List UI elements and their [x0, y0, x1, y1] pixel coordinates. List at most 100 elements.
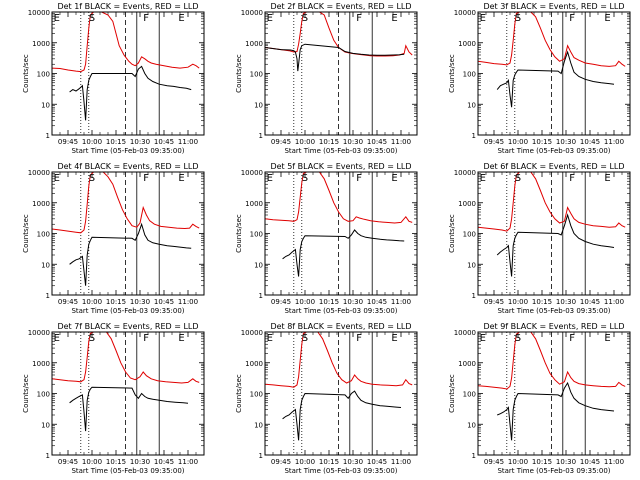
y-tick-label: 10000	[241, 169, 263, 177]
y-tick-label: 1	[259, 132, 263, 140]
plot-frame	[477, 11, 631, 136]
x-axis-label: Start Time (05-Feb-03 09:35:00)	[497, 467, 610, 475]
x-tick-label: 10:15	[106, 298, 126, 306]
x-tick-label: 10:30	[556, 138, 576, 146]
y-tick-label: 100	[463, 71, 476, 79]
x-tick-label: 11:00	[178, 458, 198, 466]
y-tick-label: 100	[463, 391, 476, 399]
y-tick-label: 10	[467, 261, 476, 269]
x-axis-label: Start Time (05-Feb-03 09:35:00)	[71, 307, 184, 315]
y-axis-label: Counts/sec	[22, 214, 30, 253]
y-tick-label: 10	[467, 101, 476, 109]
interval-letter: E	[480, 13, 486, 24]
y-tick-label: 10000	[454, 169, 476, 177]
series-group	[52, 172, 200, 286]
x-tick-label: 10:45	[154, 138, 174, 146]
x-axis-label: Start Time (05-Feb-03 09:35:00)	[71, 147, 184, 155]
x-tick-label: 10:45	[367, 138, 387, 146]
interval-letter: E	[178, 13, 184, 24]
series-group	[52, 12, 200, 121]
x-tick-label: 09:45	[58, 458, 78, 466]
events-series-line	[496, 50, 615, 108]
lld-series-line	[265, 332, 413, 388]
y-tick-label: 100	[250, 71, 263, 79]
interval-letter: F	[569, 13, 575, 24]
y-tick-label: 10000	[454, 9, 476, 17]
y-tick-label: 10000	[241, 329, 263, 337]
x-tick-label: 09:45	[58, 298, 78, 306]
y-tick-label: 10	[41, 421, 50, 429]
y-tick-label: 100	[37, 71, 50, 79]
x-tick-label: 10:30	[343, 138, 363, 146]
interval-letter: E	[267, 333, 273, 344]
x-tick-label: 10:45	[580, 138, 600, 146]
interval-letter: S	[515, 13, 521, 24]
interval-letter: F	[143, 13, 149, 24]
x-tick-label: 10:45	[154, 458, 174, 466]
interval-letter: E	[267, 13, 273, 24]
chart-panel: Det 2f BLACK = Events, RED = LLD 1 10 100 10…	[235, 2, 418, 155]
y-axis-label: Counts/sec	[235, 374, 243, 413]
x-tick-label: 10:00	[82, 458, 102, 466]
series-group	[478, 332, 626, 441]
interval-letter: S	[515, 333, 521, 344]
x-tick-label: 10:30	[130, 298, 150, 306]
events-series-line	[265, 43, 405, 72]
chart-panel: Det 7f BLACK = Events, RED = LLD 1 10 100 10…	[22, 322, 205, 475]
interval-letter: F	[569, 173, 575, 184]
x-tick-label: 10:45	[154, 298, 174, 306]
interval-letter: E	[604, 333, 610, 344]
x-tick-label: 10:15	[532, 458, 552, 466]
x-tick-label: 10:15	[532, 298, 552, 306]
y-tick-label: 1	[472, 292, 476, 300]
y-tick-label: 1	[472, 132, 476, 140]
x-tick-label: 10:00	[508, 138, 528, 146]
y-tick-label: 10000	[241, 9, 263, 17]
interval-letter: E	[54, 333, 60, 344]
y-tick-label: 1	[46, 292, 50, 300]
interval-letter: E	[178, 333, 184, 344]
y-tick-label: 100	[250, 391, 263, 399]
y-axis-label: Counts/sec	[22, 374, 30, 413]
chart-panel: Det 5f BLACK = Events, RED = LLD 1 10 100 10…	[235, 162, 418, 315]
x-tick-label: 09:45	[271, 138, 291, 146]
x-tick-label: 10:15	[319, 298, 339, 306]
y-axis-label: Counts/sec	[448, 54, 456, 93]
x-tick-label: 11:00	[178, 138, 198, 146]
x-tick-label: 10:00	[508, 458, 528, 466]
interval-letter: E	[604, 13, 610, 24]
plot-frame	[477, 331, 631, 456]
y-axis-label: Counts/sec	[448, 374, 456, 413]
y-tick-label: 1	[472, 452, 476, 460]
series-group	[265, 172, 413, 277]
interval-letter: E	[391, 13, 397, 24]
x-tick-label: 10:00	[508, 298, 528, 306]
x-tick-label: 09:45	[58, 138, 78, 146]
y-tick-label: 1000	[245, 200, 263, 208]
y-tick-label: 1	[46, 132, 50, 140]
y-axis-label: Counts/sec	[235, 214, 243, 253]
y-axis-label: Counts/sec	[235, 54, 243, 93]
x-tick-label: 10:00	[295, 138, 315, 146]
panel-title: Det 3f BLACK = Events, RED = LLD	[483, 2, 624, 11]
y-tick-label: 1000	[458, 360, 476, 368]
panel-title: Det 8f BLACK = Events, RED = LLD	[270, 322, 411, 331]
chart-panel: Det 3f BLACK = Events, RED = LLD 1 10 100 10…	[448, 2, 631, 155]
x-tick-label: 10:00	[295, 298, 315, 306]
interval-letter: F	[569, 333, 575, 344]
x-tick-label: 10:00	[82, 138, 102, 146]
y-tick-label: 1000	[458, 40, 476, 48]
lld-series-line	[52, 332, 200, 384]
y-axis-label: Counts/sec	[448, 214, 456, 253]
x-tick-label: 10:45	[367, 458, 387, 466]
x-tick-label: 10:45	[580, 458, 600, 466]
lld-series-line	[265, 172, 413, 224]
x-tick-label: 10:30	[343, 458, 363, 466]
events-series-line	[282, 390, 402, 441]
interval-letter: S	[302, 173, 308, 184]
interval-letter: S	[302, 333, 308, 344]
interval-letter: S	[302, 13, 308, 24]
x-tick-label: 10:30	[556, 458, 576, 466]
x-axis-label: Start Time (05-Feb-03 09:35:00)	[71, 467, 184, 475]
